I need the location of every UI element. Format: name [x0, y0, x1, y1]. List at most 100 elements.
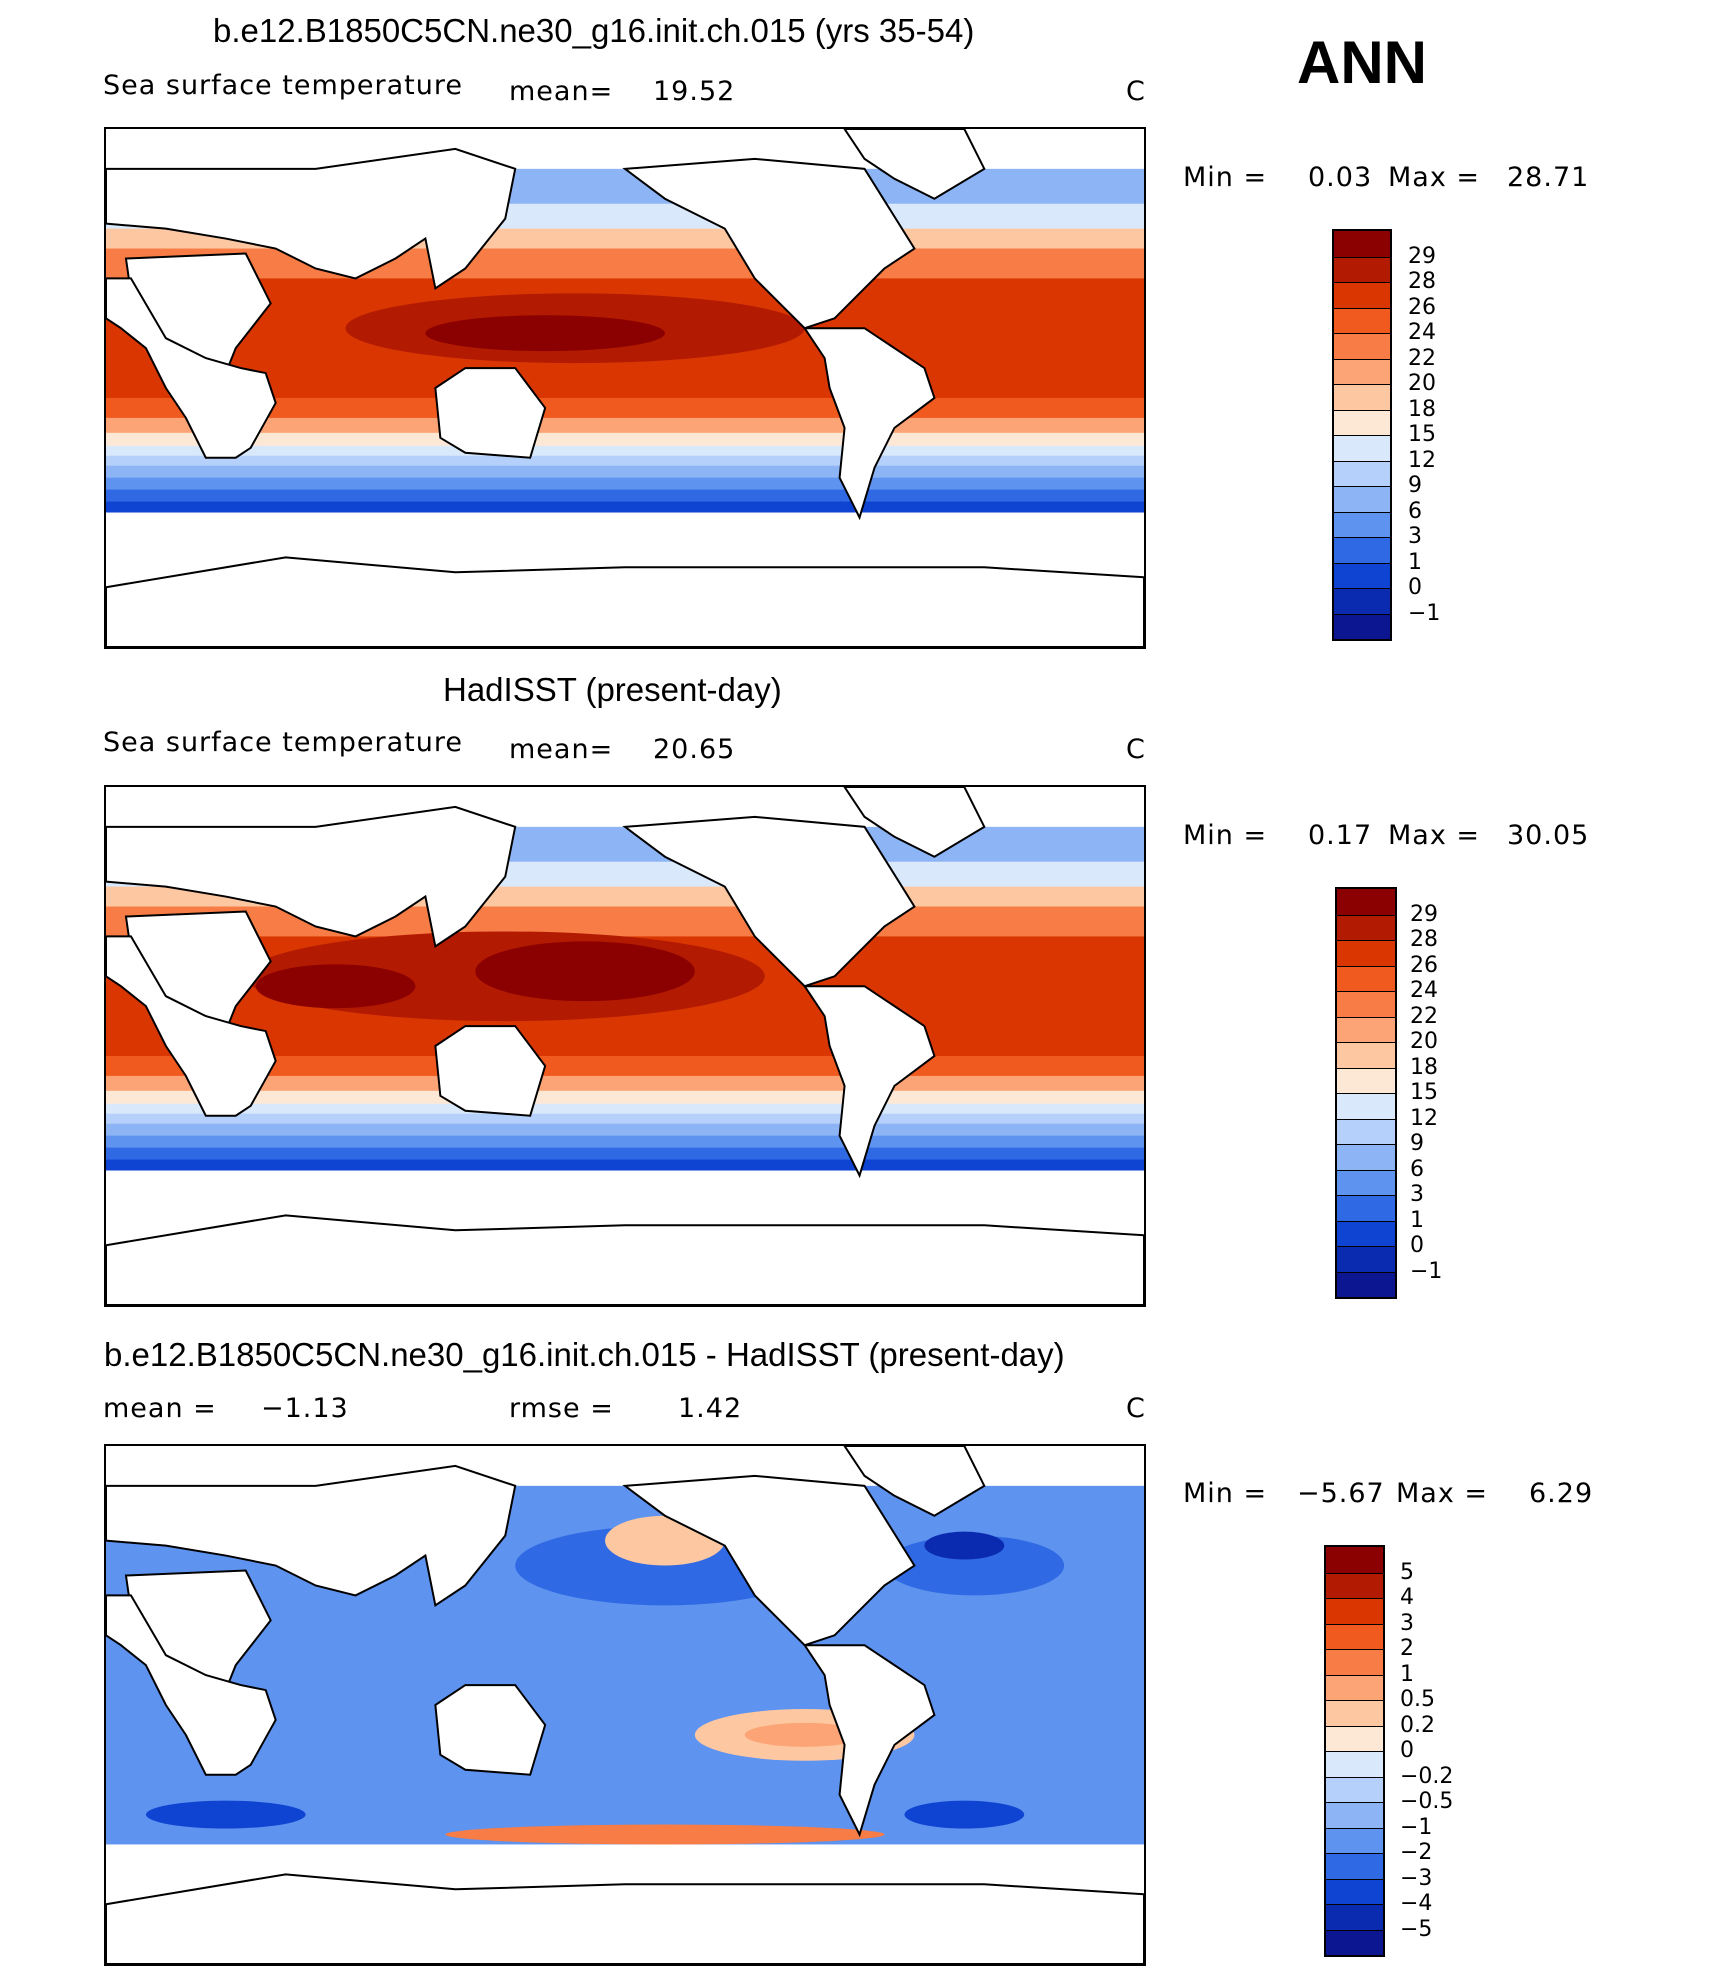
colorbar-cell: [1334, 307, 1390, 333]
colorbar-cell: [1326, 1547, 1383, 1573]
colorbar-tick-label: 24: [1410, 978, 1438, 1003]
colorbar-cell: [1334, 588, 1390, 614]
colorbar-tick-label: 1: [1408, 549, 1422, 575]
colorbar-tick-label: 26: [1410, 952, 1438, 978]
colorbar-tick-label: 4: [1400, 1585, 1414, 1610]
panel3-rmse-value: 1.42: [678, 1393, 743, 1424]
panel1-continents: [106, 129, 1144, 647]
colorbar-cell: [1334, 435, 1390, 461]
colorbar-cell: [1337, 1067, 1395, 1093]
colorbar-tick-label: 0.5: [1400, 1687, 1435, 1712]
colorbar-tick-label: −0.5: [1400, 1789, 1454, 1814]
colorbar-tick-label: −2: [1400, 1840, 1433, 1865]
colorbar-cell: [1337, 1144, 1395, 1170]
panel3-min-label: Min =: [1183, 1478, 1268, 1509]
panel1-variable: Sea surface temperature: [103, 70, 463, 101]
colorbar-cell: [1326, 1623, 1383, 1649]
panel3-max-value: 6.29: [1529, 1478, 1594, 1509]
colorbar-tick-label: 9: [1410, 1131, 1424, 1156]
colorbar-tick-label: 3: [1400, 1610, 1414, 1636]
colorbar-tick-label: 22: [1408, 345, 1436, 371]
panel2-min-label: Min =: [1183, 820, 1268, 851]
colorbar-tick-label: 24: [1408, 320, 1436, 345]
colorbar-tick-label: 12: [1408, 447, 1436, 473]
colorbar-tick-label: 3: [1408, 524, 1422, 549]
panel3-mean-value: −1.13: [261, 1393, 349, 1424]
colorbar-cell: [1337, 1093, 1395, 1119]
panel2-max-label: Max =: [1388, 820, 1481, 851]
panel1-min-label: Min =: [1183, 162, 1268, 193]
colorbar-tick-label: 5: [1400, 1559, 1414, 1585]
colorbar-cell: [1337, 1016, 1395, 1042]
panel3-continents: [106, 1446, 1144, 1964]
panel1-map-svg: [106, 129, 1144, 647]
colorbar-cell: [1326, 1725, 1383, 1751]
colorbar-cell: [1337, 1195, 1395, 1221]
colorbar-cell: [1334, 460, 1390, 486]
colorbar-cell: [1337, 1246, 1395, 1272]
colorbar-tick-label: 28: [1408, 269, 1436, 294]
colorbar-tick-label: 20: [1410, 1029, 1438, 1054]
panel1-field: [106, 129, 1144, 647]
colorbar-tick-label: 22: [1410, 1003, 1438, 1029]
colorbar-cell: [1334, 231, 1390, 257]
panel2-variable: Sea surface temperature: [103, 727, 463, 758]
panel1-title: b.e12.B1850C5CN.ne30_g16.init.ch.015 (yr…: [213, 12, 975, 49]
panel2-colorbar: [1335, 887, 1397, 1299]
panel1-mean-label: mean=: [509, 76, 614, 107]
colorbar-cell: [1334, 333, 1390, 359]
colorbar-tick-label: 0: [1410, 1233, 1424, 1258]
colorbar-tick-label: 0.2: [1400, 1712, 1435, 1738]
colorbar-tick-label: 6: [1408, 498, 1422, 524]
colorbar-cell: [1326, 1878, 1383, 1904]
colorbar-tick-label: 18: [1408, 396, 1436, 422]
colorbar-tick-label: 29: [1410, 901, 1438, 927]
colorbar-cell: [1326, 1904, 1383, 1930]
panel3-map-svg: [106, 1446, 1144, 1964]
colorbar-tick-label: −4: [1400, 1891, 1433, 1916]
colorbar-cell: [1334, 537, 1390, 563]
colorbar-cell: [1326, 1827, 1383, 1853]
colorbar-cell: [1334, 358, 1390, 384]
panel1-units: C: [1126, 76, 1146, 107]
panel1-max-label: Max =: [1388, 162, 1481, 193]
colorbar-cell: [1337, 1220, 1395, 1246]
panel2-continents: [106, 787, 1144, 1305]
colorbar-tick-label: 1: [1400, 1661, 1414, 1687]
colorbar-cell: [1334, 613, 1390, 639]
colorbar-tick-label: 15: [1408, 422, 1436, 447]
colorbar-cell: [1334, 282, 1390, 308]
panel2-units: C: [1126, 734, 1146, 765]
colorbar-cell: [1334, 256, 1390, 282]
colorbar-cell: [1326, 1853, 1383, 1879]
panel1-mean-value: 19.52: [653, 76, 736, 107]
colorbar-cell: [1337, 914, 1395, 940]
colorbar-tick-label: −0.2: [1400, 1763, 1454, 1789]
colorbar-cell: [1337, 1042, 1395, 1068]
colorbar-cell: [1334, 384, 1390, 410]
panel2-map: [104, 785, 1146, 1307]
colorbar-tick-label: 0: [1408, 575, 1422, 600]
colorbar-tick-label: 29: [1408, 243, 1436, 269]
colorbar-cell: [1326, 1802, 1383, 1828]
colorbar-cell: [1334, 562, 1390, 588]
colorbar-tick-label: −1: [1408, 600, 1441, 626]
colorbar-cell: [1326, 1751, 1383, 1777]
colorbar-cell: [1337, 1271, 1395, 1297]
colorbar-tick-label: 9: [1408, 473, 1422, 498]
panel3-colorbar: [1324, 1545, 1385, 1957]
colorbar-tick-label: 28: [1410, 927, 1438, 952]
colorbar-tick-label: −3: [1400, 1865, 1433, 1891]
colorbar-tick-label: 2: [1400, 1636, 1414, 1661]
colorbar-cell: [1326, 1700, 1383, 1726]
colorbar-cell: [1337, 940, 1395, 966]
panel2-title: HadISST (present-day): [443, 671, 782, 708]
colorbar-cell: [1334, 511, 1390, 537]
colorbar-cell: [1337, 889, 1395, 915]
colorbar-cell: [1326, 1572, 1383, 1598]
panel3-map: [104, 1444, 1146, 1966]
colorbar-tick-label: 3: [1410, 1182, 1424, 1207]
colorbar-cell: [1326, 1776, 1383, 1802]
colorbar-cell: [1326, 1674, 1383, 1700]
colorbar-cell: [1337, 1169, 1395, 1195]
